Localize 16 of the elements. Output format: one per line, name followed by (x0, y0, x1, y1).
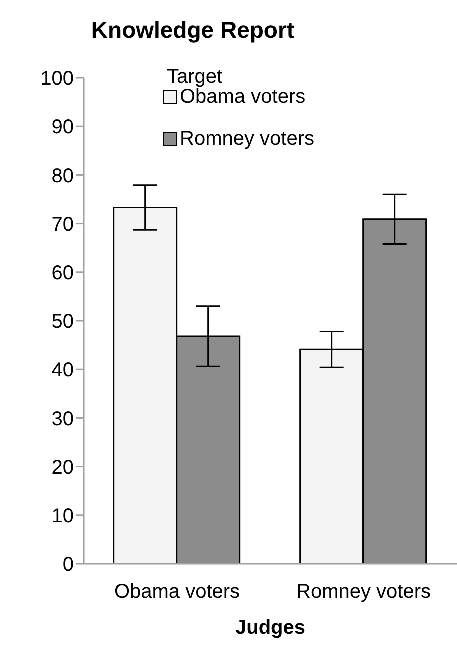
y-tick-label: 20 (52, 456, 74, 479)
y-tick-label: 60 (52, 262, 74, 284)
legend-title: Target (167, 66, 224, 88)
x-axis-title: Judges (235, 617, 306, 639)
y-tick-label: 30 (52, 408, 74, 430)
y-tick-label: 80 (52, 165, 74, 188)
chart-title: Knowledge Report (90, 16, 296, 45)
legend-label: Obama voters (180, 86, 306, 108)
y-tick-label: 70 (52, 214, 74, 236)
legend-label: Romney voters (180, 128, 314, 150)
y-tick-label: 10 (52, 506, 74, 528)
y-tick-label: 100 (40, 68, 74, 90)
y-tick-label: 50 (52, 311, 74, 334)
y-tick-label: 0 (62, 554, 74, 576)
y-tick-label: 90 (52, 116, 74, 139)
y-tick-label: 40 (52, 360, 74, 382)
